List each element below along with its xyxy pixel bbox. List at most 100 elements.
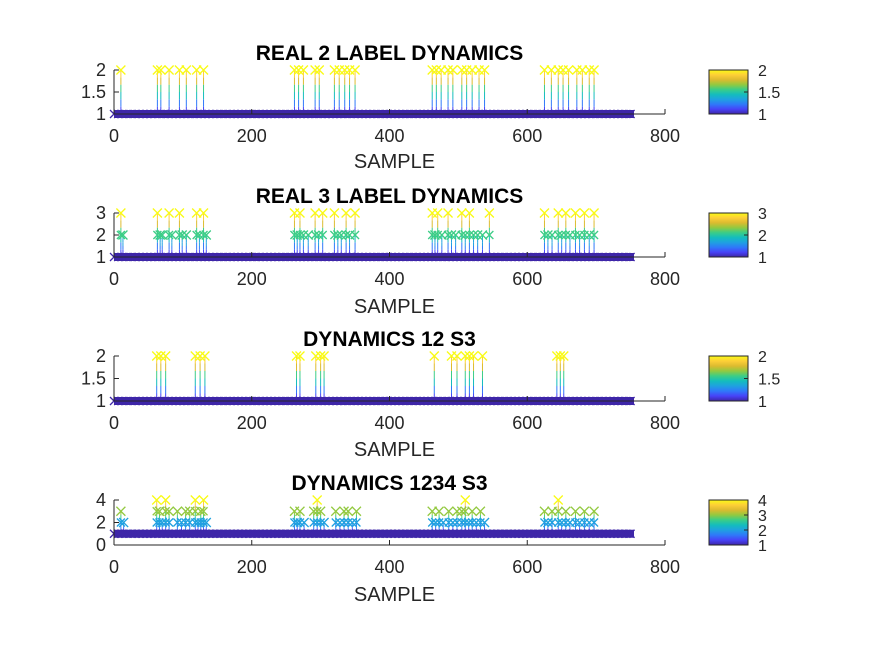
data-point (117, 230, 128, 240)
data-point (484, 208, 495, 218)
data-point (176, 517, 187, 528)
data-point (270, 529, 280, 539)
data-point (241, 529, 251, 539)
data-point (150, 529, 160, 539)
data-point (563, 65, 574, 75)
colorbar-gradient (708, 355, 749, 402)
data-point (159, 529, 169, 539)
data-point (339, 518, 349, 527)
x-axis-label: SAMPLE (354, 296, 435, 318)
data-point (597, 529, 607, 539)
data-point (166, 230, 177, 240)
data-point (299, 529, 309, 539)
data-point (369, 529, 379, 539)
data-point (188, 529, 197, 539)
data-point (431, 65, 442, 75)
data-point (579, 208, 590, 218)
data-point (553, 65, 564, 75)
data-point (316, 529, 326, 539)
data-point (452, 529, 462, 539)
data-point (584, 65, 595, 75)
data-point (443, 65, 454, 75)
data-point (283, 529, 293, 539)
x-tick-label: 200 (237, 126, 267, 146)
data-point (152, 65, 163, 75)
data-point (287, 529, 297, 539)
data-point (542, 517, 553, 528)
data-point (155, 65, 166, 75)
data-point (179, 529, 189, 539)
data-point (540, 230, 549, 240)
data-point (560, 506, 571, 517)
data-point (312, 506, 322, 516)
data-point (447, 517, 458, 528)
data-point (115, 65, 126, 75)
colorbar-tick-label: 2 (758, 349, 767, 366)
panel-3: DYNAMICS 12 S30 200 400 600 80011.52SAMPLE11… (81, 328, 780, 461)
data-point (113, 529, 123, 539)
data-point (245, 529, 255, 539)
data-point (479, 65, 490, 75)
colorbar: 11.52 (708, 63, 780, 124)
y-tick-label: 2 (96, 60, 106, 80)
x-tick-label: 800 (650, 126, 680, 146)
data-point (262, 529, 272, 539)
chart-title: REAL 2 LABEL DYNAMICS (256, 42, 524, 65)
data-point (350, 208, 361, 218)
data-point (328, 529, 338, 539)
data-point (164, 506, 175, 517)
data-point (199, 518, 208, 527)
data-point (310, 208, 321, 218)
data-point (556, 517, 567, 528)
colorbar-tick-label: 2 (758, 523, 767, 540)
data-point (151, 351, 162, 361)
data-point (402, 529, 412, 539)
data-point (181, 65, 192, 75)
data-point (593, 529, 602, 539)
data-point (155, 351, 166, 361)
data-point (289, 65, 300, 75)
data-point (621, 529, 631, 539)
data-point (452, 351, 462, 361)
data-point (456, 529, 466, 539)
y-tick-label: 0 (96, 535, 106, 555)
data-point (331, 518, 341, 527)
data-point (477, 529, 487, 539)
y-tick-label: 1.5 (81, 82, 106, 102)
data-point (539, 529, 549, 539)
x-axis-label: SAMPLE (354, 584, 435, 606)
data-point (475, 506, 486, 517)
x-tick-label: 800 (650, 557, 680, 577)
data-point (329, 230, 339, 240)
data-point (303, 529, 313, 539)
data-point (390, 529, 400, 539)
chart-title: DYNAMICS 1234 S3 (291, 472, 487, 495)
data-point (460, 518, 470, 527)
data-point (443, 208, 454, 218)
data-point (553, 208, 564, 218)
data-point (467, 506, 478, 517)
data-point (411, 529, 421, 539)
data-point (350, 65, 361, 75)
data-point (190, 495, 201, 505)
data-point (221, 529, 231, 539)
y-tick-label: 2 (96, 346, 106, 366)
data-point (468, 230, 479, 240)
x-tick-label: 0 (109, 269, 119, 289)
colorbar-tick-label: 3 (758, 206, 767, 223)
x-tick-label: 0 (109, 557, 119, 577)
data-point (542, 230, 553, 240)
x-tick-label: 400 (374, 557, 404, 577)
data-point (334, 517, 345, 528)
data-point (429, 351, 440, 361)
colorbar: 1 2 3 (708, 206, 767, 267)
data-point (164, 65, 175, 75)
data-point (564, 529, 574, 539)
data-point (198, 495, 209, 505)
data-point (555, 351, 566, 361)
data-point (293, 65, 304, 75)
data-point (316, 518, 326, 527)
data-point (553, 506, 563, 516)
data-point (332, 529, 342, 539)
